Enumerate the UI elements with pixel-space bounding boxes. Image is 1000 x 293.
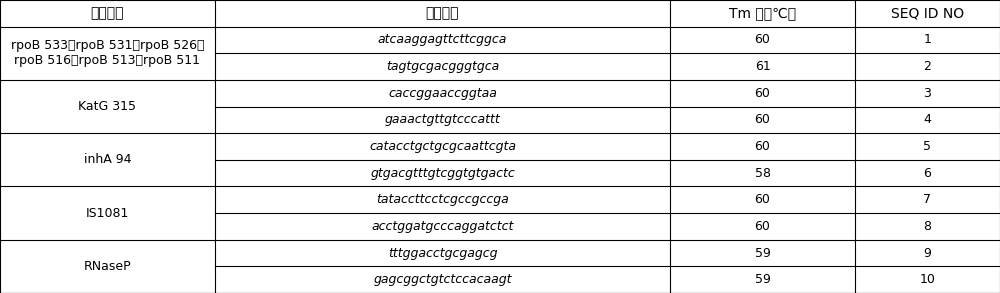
Text: catacctgctgcgcaattcgta: catacctgctgcgcaattcgta <box>369 140 516 153</box>
Text: tagtgcgacgggtgca: tagtgcgacgggtgca <box>386 60 499 73</box>
Text: 60: 60 <box>755 33 770 47</box>
Text: 61: 61 <box>755 60 770 73</box>
Text: 检测目标: 检测目标 <box>91 6 124 20</box>
Text: 10: 10 <box>920 273 935 286</box>
Text: IS1081: IS1081 <box>86 207 129 219</box>
Text: gtgacgtttgtcggtgtgactc: gtgacgtttgtcggtgtgactc <box>370 167 515 180</box>
Text: Tm 值（℃）: Tm 值（℃） <box>729 6 796 20</box>
Text: RNaseP: RNaseP <box>84 260 131 273</box>
Text: atcaaggagttcttcggca: atcaaggagttcttcggca <box>378 33 507 47</box>
Text: 7: 7 <box>924 193 932 206</box>
Text: 59: 59 <box>755 273 770 286</box>
Text: inhA 94: inhA 94 <box>84 153 131 166</box>
Text: 60: 60 <box>755 193 770 206</box>
Text: 60: 60 <box>755 220 770 233</box>
Text: 5: 5 <box>924 140 932 153</box>
Text: 60: 60 <box>755 87 770 100</box>
Text: 3: 3 <box>924 87 931 100</box>
Text: 4: 4 <box>924 113 931 126</box>
Text: gaaactgttgtcccattt: gaaactgttgtcccattt <box>385 113 500 126</box>
Text: KatG 315: KatG 315 <box>78 100 136 113</box>
Text: tataccttcctcgccgccga: tataccttcctcgccgccga <box>376 193 509 206</box>
Text: 1: 1 <box>924 33 931 47</box>
Text: 2: 2 <box>924 60 931 73</box>
Text: tttggacctgcgagcg: tttggacctgcgagcg <box>388 246 497 260</box>
Text: gagcggctgtctccacaagt: gagcggctgtctccacaagt <box>373 273 512 286</box>
Text: 6: 6 <box>924 167 931 180</box>
Text: 60: 60 <box>755 140 770 153</box>
Text: 8: 8 <box>924 220 932 233</box>
Text: caccggaaccggtaa: caccggaaccggtaa <box>388 87 497 100</box>
Text: 59: 59 <box>755 246 770 260</box>
Text: 引物序列: 引物序列 <box>426 6 459 20</box>
Text: 58: 58 <box>755 167 771 180</box>
Text: rpoB 533，rpoB 531，rpoB 526，
rpoB 516，rpoB 513，rpoB 511: rpoB 533，rpoB 531，rpoB 526， rpoB 516，rpo… <box>11 39 204 67</box>
Text: acctggatgcccaggatctct: acctggatgcccaggatctct <box>371 220 514 233</box>
Text: 60: 60 <box>755 113 770 126</box>
Text: SEQ ID NO: SEQ ID NO <box>891 6 964 20</box>
Text: 9: 9 <box>924 246 931 260</box>
